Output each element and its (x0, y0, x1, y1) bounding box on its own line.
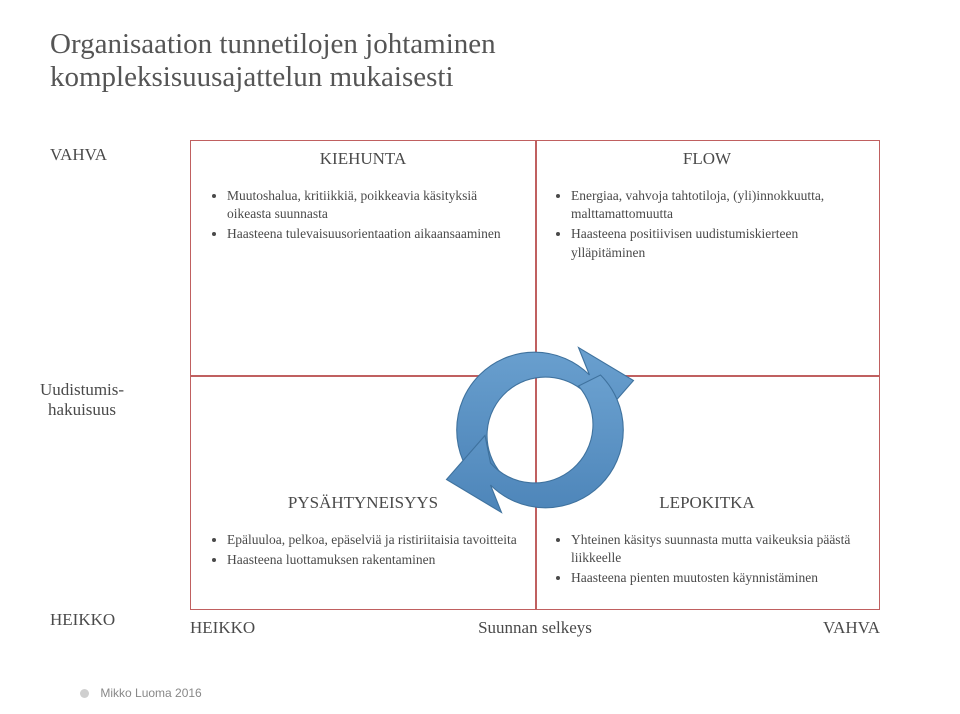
y-axis-label: Uudistumis- hakuisuus (40, 380, 124, 421)
x-axis: HEIKKO Suunnan selkeys VAHVA (190, 618, 880, 638)
bullet: Haasteena pienten muutosten käynnistämin… (571, 569, 865, 587)
y-axis-low: HEIKKO (50, 610, 115, 630)
page-title: Organisaation tunnetilojen johtaminen ko… (50, 28, 910, 95)
x-axis-high: VAHVA (823, 618, 880, 638)
x-axis-label: Suunnan selkeys (478, 618, 592, 638)
quad-bullets-tr: Energiaa, vahvoja tahtotiloja, (yli)inno… (549, 187, 865, 262)
bullet: Haasteena luottamuksen rakentaminen (227, 551, 521, 569)
bullet: Muutoshalua, kritiikkiä, poikkeavia käsi… (227, 187, 521, 223)
quad-bullets-tl: Muutoshalua, kritiikkiä, poikkeavia käsi… (205, 187, 521, 244)
y-axis-high: VAHVA (50, 145, 107, 165)
y-axis-label-l1: Uudistumis- (40, 380, 124, 399)
bullet: Haasteena tulevaisuusorientaation aikaan… (227, 225, 521, 243)
footer-dot-icon (80, 689, 89, 698)
bullet: Energiaa, vahvoja tahtotiloja, (yli)inno… (571, 187, 865, 223)
footer-text: Mikko Luoma 2016 (100, 686, 201, 700)
x-axis-low: HEIKKO (190, 618, 255, 638)
title-line-2: kompleksisuusajattelun mukaisesti (50, 61, 910, 94)
y-axis-label-l2: hakuisuus (48, 400, 116, 419)
title-line-1: Organisaation tunnetilojen johtaminen (50, 28, 910, 61)
footer-credit: Mikko Luoma 2016 (80, 686, 202, 700)
quad-title-tl: KIEHUNTA (205, 149, 521, 169)
quad-title-tr: FLOW (549, 149, 865, 169)
cycle-arrows-icon (430, 320, 650, 540)
bullet: Haasteena positiivisen uudistumiskiertee… (571, 225, 865, 261)
